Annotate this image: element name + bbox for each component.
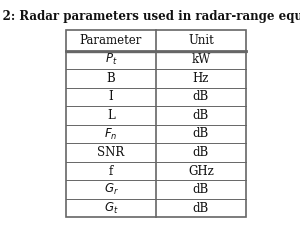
Text: SNR: SNR — [98, 146, 124, 159]
Text: dB: dB — [193, 146, 209, 159]
Text: GHz: GHz — [188, 165, 214, 178]
Bar — [66, 30, 246, 217]
Text: L: L — [107, 109, 115, 122]
Text: dB: dB — [193, 183, 209, 196]
Text: dB: dB — [193, 202, 209, 215]
Text: $P_t$: $P_t$ — [105, 52, 117, 67]
Text: f: f — [109, 165, 113, 178]
Text: $G_t$: $G_t$ — [104, 201, 118, 216]
Text: Parameter: Parameter — [80, 34, 142, 47]
Text: dB: dB — [193, 109, 209, 122]
Text: dB: dB — [193, 127, 209, 141]
Text: Unit: Unit — [188, 34, 214, 47]
Text: I: I — [109, 90, 113, 103]
Text: Hz: Hz — [193, 72, 209, 85]
Text: $F_n$: $F_n$ — [104, 126, 118, 142]
Text: Table 2: Radar parameters used in radar-range equation: Table 2: Radar parameters used in radar-… — [0, 10, 300, 23]
Text: dB: dB — [193, 90, 209, 103]
Text: B: B — [106, 72, 116, 85]
Text: $G_r$: $G_r$ — [103, 182, 118, 197]
Text: kW: kW — [191, 53, 211, 66]
